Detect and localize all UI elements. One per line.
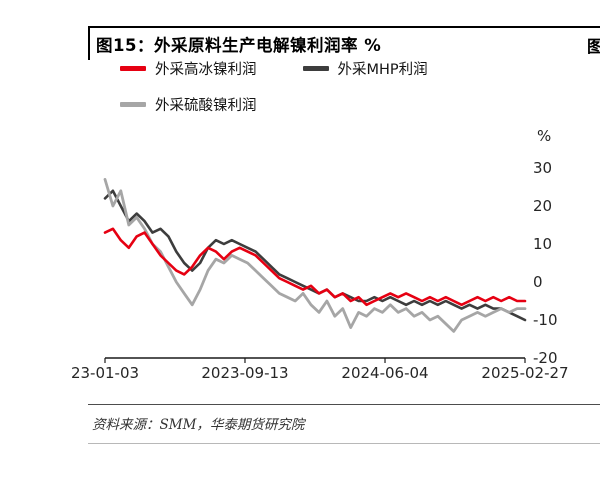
source-note: 资料来源：SMM，华泰期货研究院 — [92, 417, 305, 433]
red-line-swatch-icon — [120, 66, 146, 71]
legend-label: 外采高冰镍利润 — [155, 62, 257, 78]
y-axis-tick-label: 0 — [533, 273, 543, 291]
series-line — [103, 177, 527, 333]
figure-title: 图15：外采原料生产电解镍利润率 % — [88, 26, 600, 60]
y-axis-tick-label: 20 — [533, 197, 553, 215]
dark-line-swatch-icon — [302, 66, 329, 71]
legend-row-2: 外采硫酸镍利润 — [120, 94, 540, 115]
x-axis-tick-label: 2024-06-04 — [341, 364, 429, 382]
y-axis-tick-label: -20 — [533, 349, 558, 367]
footer-divider — [88, 404, 600, 405]
legend-item-mhp: 外采MHP利润 — [302, 58, 428, 79]
legend-label: 外采MHP利润 — [337, 62, 428, 78]
y-axis-tick-label: -10 — [533, 311, 558, 329]
chart-legend: 外采高冰镍利润 外采MHP利润 外采硫酸镍利润 — [120, 58, 540, 130]
y-axis-tick-label: 10 — [533, 235, 553, 253]
legend-item-high-matte-nickel: 外采高冰镍利润 — [120, 58, 257, 79]
gray-line-swatch-icon — [120, 102, 146, 107]
x-axis-tick-label: 2023-09-13 — [201, 364, 289, 382]
line-chart — [103, 177, 527, 363]
adjacent-figure-title-partial: 图 — [587, 37, 600, 56]
x-axis-labels: 23-01-03 2023-09-13 2024-06-04 2025-02-27 — [71, 364, 569, 384]
x-axis-tick-label: 2025-02-27 — [481, 364, 569, 382]
legend-row-1: 外采高冰镍利润 外采MHP利润 — [120, 58, 540, 79]
y-axis-unit-label: % — [537, 127, 552, 145]
y-axis-tick-label: 30 — [533, 159, 553, 177]
x-axis-tick-label: 23-01-03 — [70, 364, 140, 382]
y-axis-labels: 30 20 10 0 -10 -20 — [533, 159, 567, 367]
series-line — [103, 189, 527, 322]
legend-label: 外采硫酸镍利润 — [155, 98, 257, 114]
legend-item-nickel-sulfate: 外采硫酸镍利润 — [120, 94, 257, 115]
series-line — [103, 227, 527, 307]
footer-bottom-divider — [88, 443, 600, 444]
